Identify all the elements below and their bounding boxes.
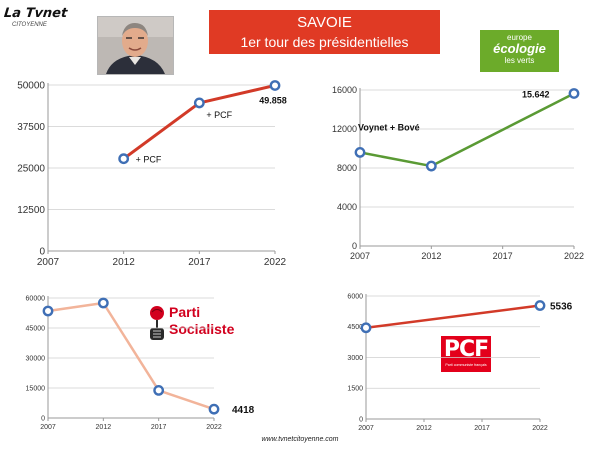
- data-label: + PCF: [206, 110, 232, 120]
- ps-logo-line1: Parti: [169, 304, 201, 320]
- x-tick-label: 2007: [358, 425, 374, 432]
- data-label: 4418: [232, 405, 255, 416]
- ps-logo-line2: Socialiste: [169, 321, 235, 337]
- y-tick-label: 16000: [332, 85, 357, 95]
- y-tick-label: 15000: [26, 385, 46, 392]
- site-logo-subtext: CITOYENNE: [12, 22, 47, 28]
- series-line: [365, 304, 541, 330]
- y-tick-label: 45000: [26, 325, 46, 332]
- x-tick-label: 2012: [416, 425, 432, 432]
- data-point: [208, 403, 220, 415]
- x-tick-label: 2012: [96, 424, 112, 431]
- eelv-logo-line3: les verts: [504, 56, 535, 65]
- eelv-logo-line2: écologie: [493, 41, 546, 56]
- data-label: 5536: [550, 302, 573, 313]
- y-tick-label: 12000: [332, 124, 357, 134]
- eelv-logo-line1: europe: [507, 33, 532, 42]
- data-label: 15.642: [522, 89, 550, 99]
- x-tick-label: 2017: [493, 251, 513, 261]
- chart-panel-1: 0 12500 25000 37500 50000 2007 2012 2017 2022 + P…: [17, 80, 287, 268]
- y-tick-label: 30000: [26, 355, 46, 362]
- x-tick-label: 2022: [206, 424, 222, 431]
- title-banner: SAVOIE 1er tour des présidentielles: [209, 10, 440, 54]
- data-point: [42, 305, 54, 317]
- y-tick-label: 6000: [347, 293, 363, 300]
- ps-logo: Parti Socialiste: [145, 302, 245, 348]
- chart-panel-2: 0 4000 8000 12000 16000 2007 2012 2017 2022 Voyne…: [332, 85, 584, 261]
- data-point: [269, 80, 281, 91]
- y-tick-label: 0: [352, 241, 357, 251]
- series-line: [122, 84, 276, 160]
- data-point: [118, 153, 130, 165]
- x-tick-label: 2012: [421, 251, 441, 261]
- page-subtitle: 1er tour des présidentielles: [240, 34, 409, 50]
- x-tick-label: 2022: [532, 425, 548, 432]
- x-tick-label: 2007: [37, 257, 60, 268]
- x-tick-label: 2022: [564, 251, 584, 261]
- y-tick-label: 37500: [17, 122, 45, 133]
- data-point: [360, 322, 372, 334]
- data-point: [425, 160, 437, 172]
- x-tick-label: 2017: [474, 425, 490, 432]
- y-tick-label: 0: [41, 415, 45, 422]
- x-tick-label: 2007: [40, 424, 56, 431]
- data-point: [97, 297, 109, 309]
- y-tick-label: 4000: [337, 202, 357, 212]
- x-tick-label: 2022: [264, 257, 287, 268]
- eelv-logo: europe écologie les verts: [480, 30, 559, 72]
- chart-panel-4: 0 1500 3000 4500 6000 2007 2012 2017 2022 5536: [347, 293, 572, 432]
- y-tick-label: 12500: [17, 205, 45, 216]
- series-line: [47, 301, 215, 411]
- data-label: Voynet + Bové: [358, 122, 420, 132]
- y-tick-label: 0: [39, 247, 45, 258]
- data-point: [153, 384, 165, 396]
- y-tick-label: 60000: [26, 295, 46, 302]
- y-tick-label: 3000: [347, 355, 363, 362]
- pcf-logo-subtext: Parti communiste français: [445, 363, 487, 367]
- x-tick-label: 2017: [151, 424, 167, 431]
- x-tick-label: 2012: [113, 257, 136, 268]
- y-tick-label: 25000: [17, 164, 45, 175]
- y-tick-label: 4500: [347, 324, 363, 331]
- data-point: [193, 97, 205, 109]
- page-title: SAVOIE: [297, 14, 352, 31]
- y-tick-label: 1500: [347, 386, 363, 393]
- site-logo: La Tvnet CITOYENNE: [3, 6, 68, 36]
- data-label: 49.858: [259, 95, 287, 105]
- y-tick-label: 8000: [337, 163, 357, 173]
- data-point: [534, 300, 546, 311]
- portrait-photo: [97, 16, 174, 75]
- x-tick-label: 2007: [350, 251, 370, 261]
- x-tick-label: 2017: [188, 257, 211, 268]
- portrait-photo-icon: [98, 17, 173, 74]
- footer-url: www.tvnetcitoyenne.com: [261, 436, 339, 443]
- y-tick-label: 0: [359, 416, 363, 423]
- chart-panel-3: 0 15000 30000 45000 60000 2007 2012 2017 2022 441…: [26, 295, 255, 431]
- data-point: [354, 146, 366, 158]
- data-point: [568, 88, 580, 99]
- y-tick-label: 50000: [17, 81, 45, 92]
- data-label: + PCF: [136, 155, 162, 165]
